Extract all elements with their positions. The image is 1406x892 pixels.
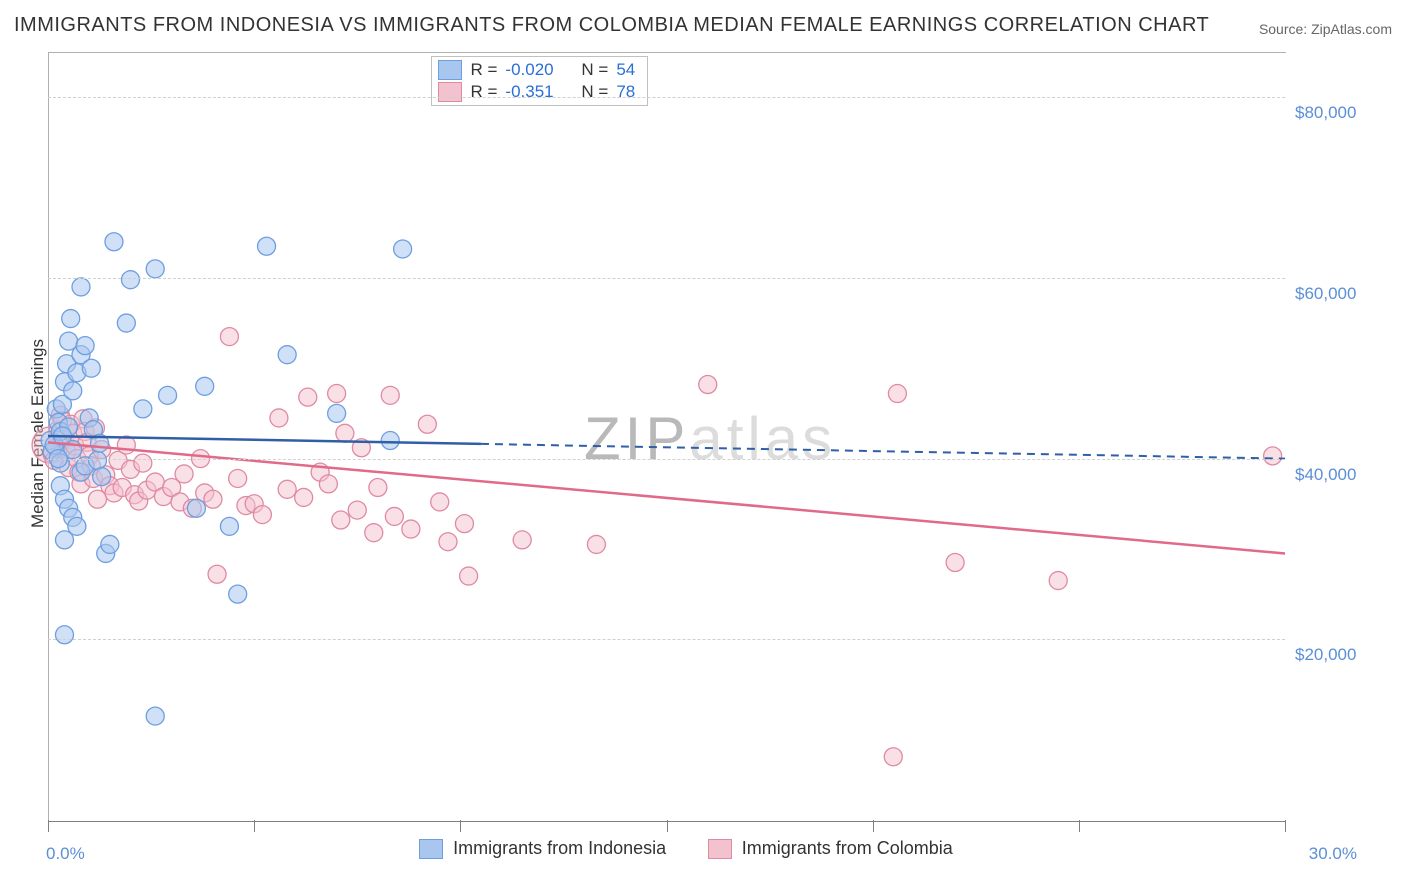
data-point xyxy=(64,382,82,400)
data-point xyxy=(278,480,296,498)
data-point xyxy=(220,517,238,535)
data-point xyxy=(229,585,247,603)
data-point xyxy=(208,565,226,583)
stats-legend: R = -0.020 N = 54 R = -0.351 N = 78 xyxy=(431,56,648,106)
data-point xyxy=(68,517,86,535)
stat-n-label: N = xyxy=(581,60,608,80)
x-tick xyxy=(48,820,49,832)
x-tick xyxy=(873,820,874,832)
legend-label-series1: Immigrants from Indonesia xyxy=(453,838,666,859)
y-tick-label: $20,000 xyxy=(1295,645,1356,665)
stats-swatch xyxy=(438,60,462,80)
data-point xyxy=(72,278,90,296)
data-point xyxy=(146,260,164,278)
stats-swatch xyxy=(438,82,462,102)
bottom-legend-series2: Immigrants from Colombia xyxy=(708,838,953,859)
stat-r-value: -0.020 xyxy=(505,60,567,80)
scatter-plot-svg xyxy=(0,0,1406,892)
data-point xyxy=(134,400,152,418)
data-point xyxy=(229,469,247,487)
data-point xyxy=(1264,447,1282,465)
data-point xyxy=(299,388,317,406)
data-point xyxy=(105,233,123,251)
bottom-legend-series1: Immigrants from Indonesia xyxy=(419,838,666,859)
stat-n-value: 54 xyxy=(616,60,635,80)
y-tick-label: $40,000 xyxy=(1295,465,1356,485)
data-point xyxy=(381,386,399,404)
x-tick xyxy=(667,820,668,832)
data-point xyxy=(336,424,354,442)
data-point xyxy=(270,409,288,427)
gridline-h xyxy=(48,278,1285,279)
trend-line-solid xyxy=(48,436,481,444)
data-point xyxy=(884,748,902,766)
stat-r-value: -0.351 xyxy=(505,82,567,102)
data-point xyxy=(385,507,403,525)
data-point xyxy=(888,385,906,403)
data-point xyxy=(117,314,135,332)
data-point xyxy=(431,493,449,511)
data-point xyxy=(946,553,964,571)
stat-r-label: R = xyxy=(470,60,497,80)
x-tick xyxy=(254,820,255,832)
legend-swatch-series1 xyxy=(419,839,443,859)
data-point xyxy=(394,240,412,258)
data-point xyxy=(402,520,420,538)
data-point xyxy=(88,451,106,469)
data-point xyxy=(134,454,152,472)
data-point xyxy=(348,501,366,519)
gridline-h xyxy=(48,459,1285,460)
y-tick-label: $80,000 xyxy=(1295,103,1356,123)
data-point xyxy=(439,533,457,551)
data-point xyxy=(175,465,193,483)
legend-label-series2: Immigrants from Colombia xyxy=(742,838,953,859)
data-point xyxy=(146,707,164,725)
data-point xyxy=(328,404,346,422)
data-point xyxy=(381,432,399,450)
data-point xyxy=(278,346,296,364)
data-point xyxy=(55,626,73,644)
data-point xyxy=(587,535,605,553)
data-point xyxy=(253,506,271,524)
data-point xyxy=(204,490,222,508)
gridline-h xyxy=(48,639,1285,640)
trend-line-dashed xyxy=(481,444,1285,459)
x-tick xyxy=(460,820,461,832)
data-point xyxy=(93,468,111,486)
data-point xyxy=(295,488,313,506)
data-point xyxy=(1049,572,1067,590)
data-point xyxy=(82,359,100,377)
data-point xyxy=(121,271,139,289)
data-point xyxy=(328,385,346,403)
data-point xyxy=(62,310,80,328)
data-point xyxy=(196,377,214,395)
data-point xyxy=(220,328,238,346)
data-point xyxy=(319,475,337,493)
legend-swatch-series2 xyxy=(708,839,732,859)
x-tick xyxy=(1285,820,1286,832)
data-point xyxy=(258,237,276,255)
data-point xyxy=(101,535,119,553)
x-axis-min-label: 0.0% xyxy=(46,844,85,864)
data-point xyxy=(187,499,205,517)
stat-n-label: N = xyxy=(581,82,608,102)
data-point xyxy=(369,479,387,497)
data-point xyxy=(76,337,94,355)
data-point xyxy=(159,386,177,404)
stat-r-label: R = xyxy=(470,82,497,102)
x-axis-max-label: 30.0% xyxy=(1309,844,1357,864)
y-tick-label: $60,000 xyxy=(1295,284,1356,304)
data-point xyxy=(418,415,436,433)
stats-legend-row: R = -0.351 N = 78 xyxy=(436,81,643,103)
data-point xyxy=(455,515,473,533)
gridline-h xyxy=(48,97,1285,98)
x-tick xyxy=(1079,820,1080,832)
data-point xyxy=(365,524,383,542)
stat-n-value: 78 xyxy=(616,82,635,102)
data-point xyxy=(699,375,717,393)
stats-legend-row: R = -0.020 N = 54 xyxy=(436,59,643,81)
data-point xyxy=(460,567,478,585)
data-point xyxy=(332,511,350,529)
data-point xyxy=(513,531,531,549)
